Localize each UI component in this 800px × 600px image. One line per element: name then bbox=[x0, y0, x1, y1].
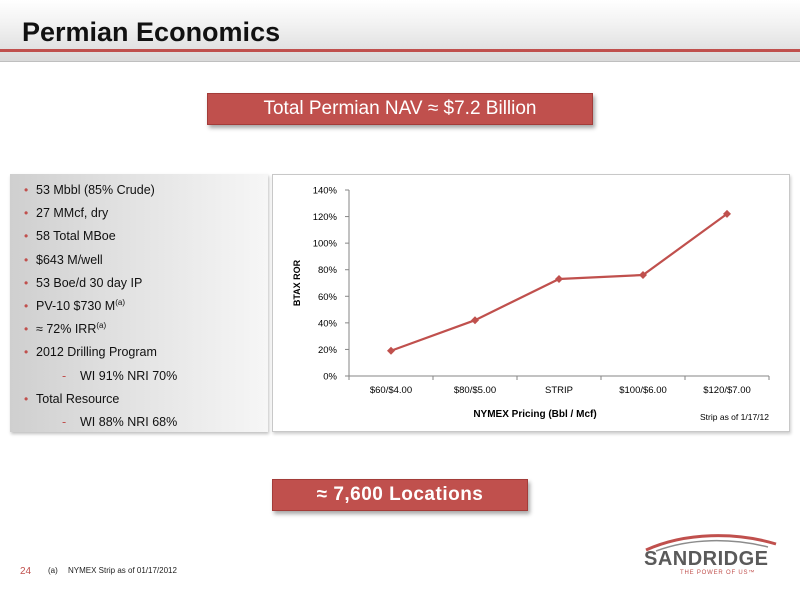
logo-wordmark: SANDRIDGE bbox=[644, 548, 769, 570]
x-tick-label: $120/$7.00 bbox=[703, 385, 751, 396]
y-tick-label: 20% bbox=[318, 345, 338, 356]
bullet-text: WI 88% NRI 68% bbox=[80, 414, 178, 429]
data-point-marker bbox=[471, 316, 479, 325]
nav-banner: Total Permian NAV ≈ $7.2 Billion bbox=[207, 93, 593, 125]
bullet-text: PV-10 $730 M bbox=[36, 298, 116, 313]
y-tick-label: 120% bbox=[313, 212, 338, 223]
bullet-marker: • bbox=[24, 345, 29, 360]
bullet-item: • 27 MMcf, dry bbox=[10, 203, 268, 226]
page-title: Permian Economics bbox=[22, 17, 281, 47]
bullet-marker: • bbox=[24, 229, 29, 244]
x-tick-label: $80/$5.00 bbox=[454, 385, 496, 396]
y-tick-label: 100% bbox=[313, 239, 338, 250]
title-rule bbox=[0, 49, 800, 52]
bullet-item: - WI 88% NRI 68% bbox=[10, 412, 268, 435]
bullet-item: • Total Resource bbox=[10, 389, 268, 412]
bullet-marker: • bbox=[24, 183, 29, 197]
bullet-text: 53 Mbbl (85% Crude) bbox=[36, 183, 155, 197]
dash-marker: - bbox=[62, 368, 67, 383]
x-tick-label: STRIP bbox=[545, 385, 573, 396]
bullet-item: • 53 Mbbl (85% Crude) bbox=[10, 180, 268, 203]
footnote-ref: (a) bbox=[96, 320, 107, 330]
y-tick-label: 80% bbox=[318, 265, 338, 276]
data-point-marker bbox=[555, 275, 563, 284]
bullet-item: • ≈ 72% IRR(a) bbox=[10, 319, 268, 342]
bullet-marker: • bbox=[24, 206, 29, 221]
y-tick-label: 40% bbox=[318, 318, 338, 329]
bullet-item: • PV-10 $730 M(a) bbox=[10, 296, 268, 319]
x-axis-title: NYMEX Pricing (Bbl / Mcf) bbox=[473, 409, 596, 420]
bullet-text: $643 M/well bbox=[36, 252, 103, 267]
y-tick-label: 60% bbox=[318, 292, 338, 303]
ror-line-chart: 0% 20% 40% 60% 80% 100% 120% 140% $60/$4.00 $80/$… bbox=[292, 186, 770, 422]
data-point-marker bbox=[639, 271, 647, 280]
bullet-text: ≈ 72% IRR bbox=[36, 322, 97, 337]
footnote-mark: (a) bbox=[48, 566, 58, 575]
bullet-item: - WI 91% NRI 70% bbox=[10, 366, 268, 389]
bullet-item: • $643 M/well bbox=[10, 250, 268, 273]
strip-date-note: Strip as of 1/17/12 bbox=[700, 412, 769, 422]
locations-banner: ≈ 7,600 Locations bbox=[272, 479, 528, 511]
data-point-marker bbox=[723, 209, 731, 218]
bullet-text: 53 Boe/d 30 day IP bbox=[36, 275, 143, 290]
data-point-marker bbox=[387, 346, 395, 355]
bullet-marker: • bbox=[24, 275, 29, 290]
x-tick-label: $60/$4.00 bbox=[370, 385, 412, 396]
chart-panel: 0% 20% 40% 60% 80% 100% 120% 140% $60/$4.00 $80/$… bbox=[272, 174, 790, 432]
bullet-text: WI 91% NRI 70% bbox=[80, 368, 178, 383]
bullet-marker: • bbox=[24, 298, 29, 313]
y-tick-label: 0% bbox=[323, 372, 337, 383]
logo-tagline: THE POWER OF US™ bbox=[680, 570, 756, 576]
bullet-marker: • bbox=[24, 252, 29, 267]
y-tick-label: 140% bbox=[313, 186, 338, 197]
title-bar: Permian Economics bbox=[0, 0, 800, 62]
bullet-text: 2012 Drilling Program bbox=[36, 345, 157, 360]
bullet-text: Total Resource bbox=[36, 391, 120, 406]
bullet-panel: • 53 Mbbl (85% Crude) • 27 MMcf, dry • 58 Tot… bbox=[10, 174, 268, 432]
bullet-marker: • bbox=[24, 391, 29, 406]
bullet-text: 58 Total MBoe bbox=[36, 229, 116, 244]
footnote-text: NYMEX Strip as of 01/17/2012 bbox=[68, 566, 177, 575]
footnote-ref: (a) bbox=[115, 297, 125, 307]
sandridge-logo: SANDRIDGE THE POWER OF US™ bbox=[636, 530, 786, 582]
bullet-marker: • bbox=[24, 322, 29, 337]
logo-swoosh-icon bbox=[645, 534, 777, 552]
y-axis-title: BTAX ROR bbox=[292, 259, 302, 306]
bullet-item: • 53 Boe/d 30 day IP bbox=[10, 273, 268, 296]
bullet-item: • 58 Total MBoe bbox=[10, 226, 268, 249]
dash-marker: - bbox=[62, 414, 67, 429]
bullet-item: • 2012 Drilling Program bbox=[10, 342, 268, 365]
page-number: 24 bbox=[20, 566, 32, 577]
x-tick-label: $100/$6.00 bbox=[619, 385, 667, 396]
bullet-text: 27 MMcf, dry bbox=[36, 206, 109, 221]
bullet-list: • 53 Mbbl (85% Crude) • 27 MMcf, dry • 58 Tot… bbox=[10, 180, 268, 435]
